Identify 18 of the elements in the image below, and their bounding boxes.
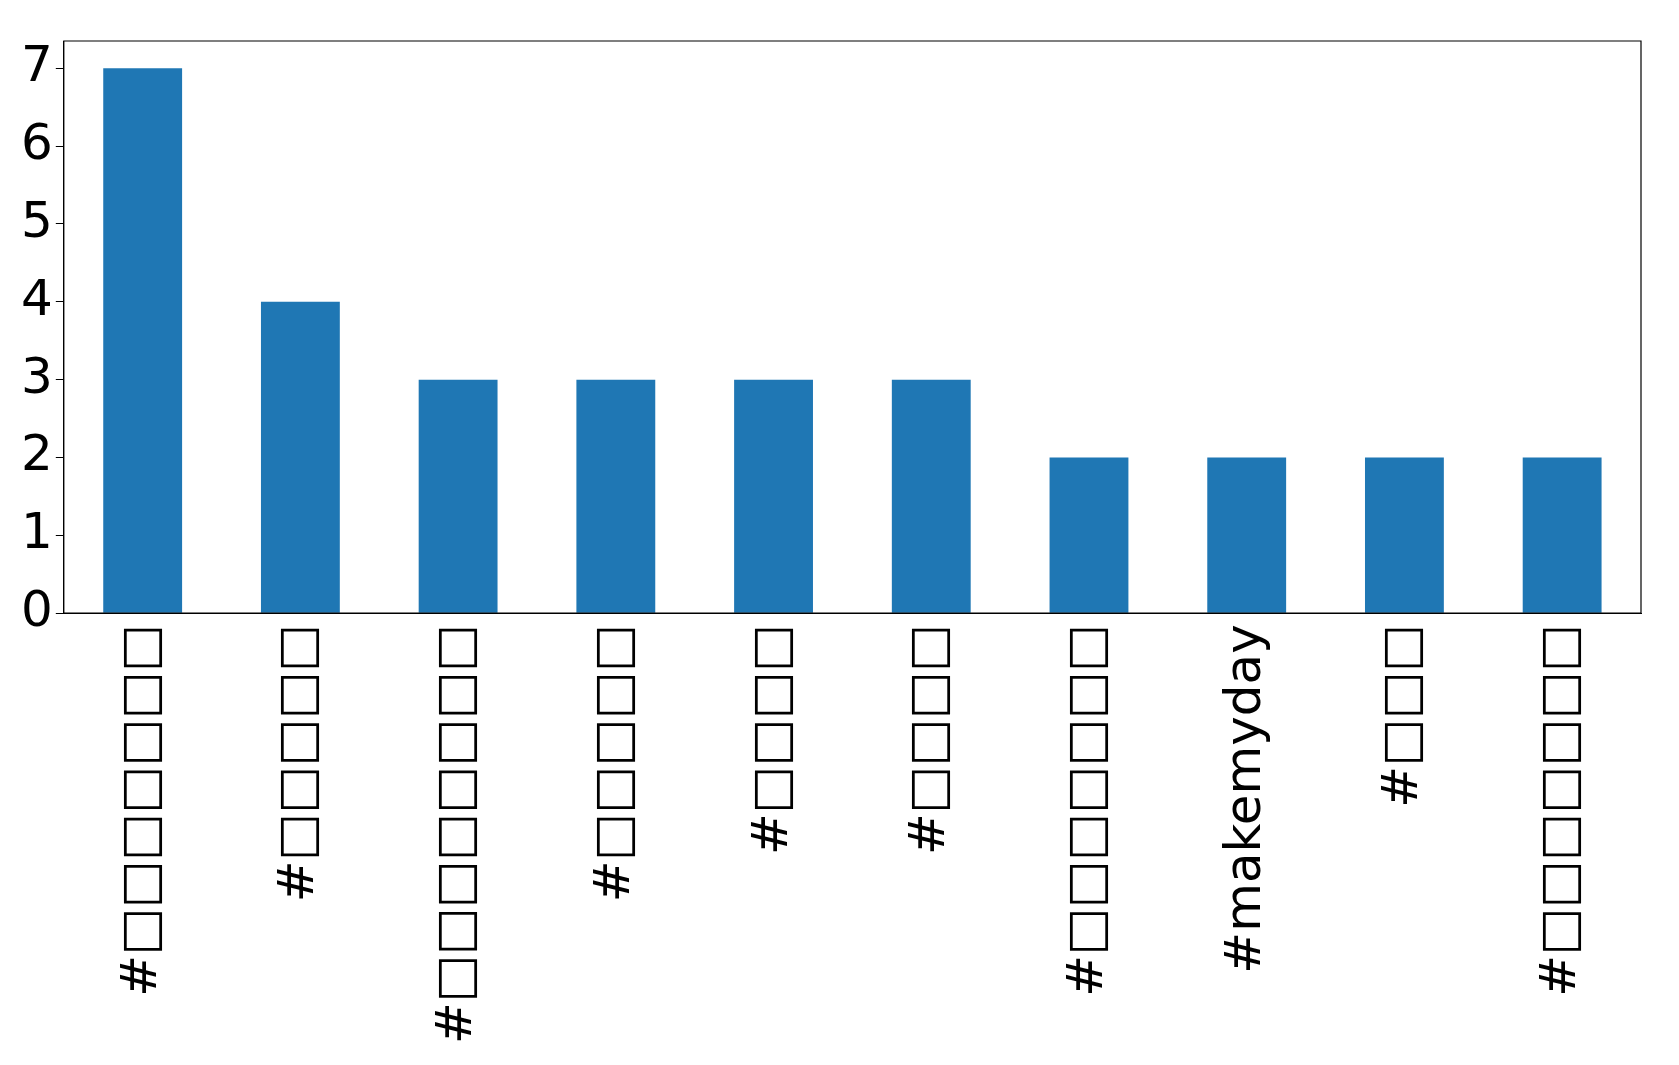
y-tick-label: 7	[21, 35, 53, 94]
y-tick-label: 2	[21, 424, 53, 483]
x-tick-label: #makemyday	[1213, 624, 1272, 974]
y-tick-label: 3	[21, 346, 53, 405]
x-tick-label: #□□□□□□□	[1529, 624, 1588, 997]
x-tick-label: #□□□□□□□	[1055, 624, 1114, 997]
y-tick-label: 6	[21, 113, 53, 172]
y-tick-label: 1	[21, 502, 53, 561]
y-tick-label: 0	[21, 580, 53, 639]
x-tick-label: #□□□	[1371, 624, 1430, 808]
y-tick-label: 5	[21, 190, 53, 249]
x-tick-label: #□□□□□	[267, 624, 326, 903]
x-tick-label: #□□□□□□□□	[425, 624, 484, 1044]
x-tick-label: #□□□□□□□	[109, 624, 168, 997]
x-tick-label: #□□□□	[898, 624, 957, 856]
y-tick-label: 4	[21, 268, 53, 327]
x-tick-label: #□□□□	[740, 624, 799, 856]
x-tick-label: #□□□□□	[582, 624, 641, 903]
